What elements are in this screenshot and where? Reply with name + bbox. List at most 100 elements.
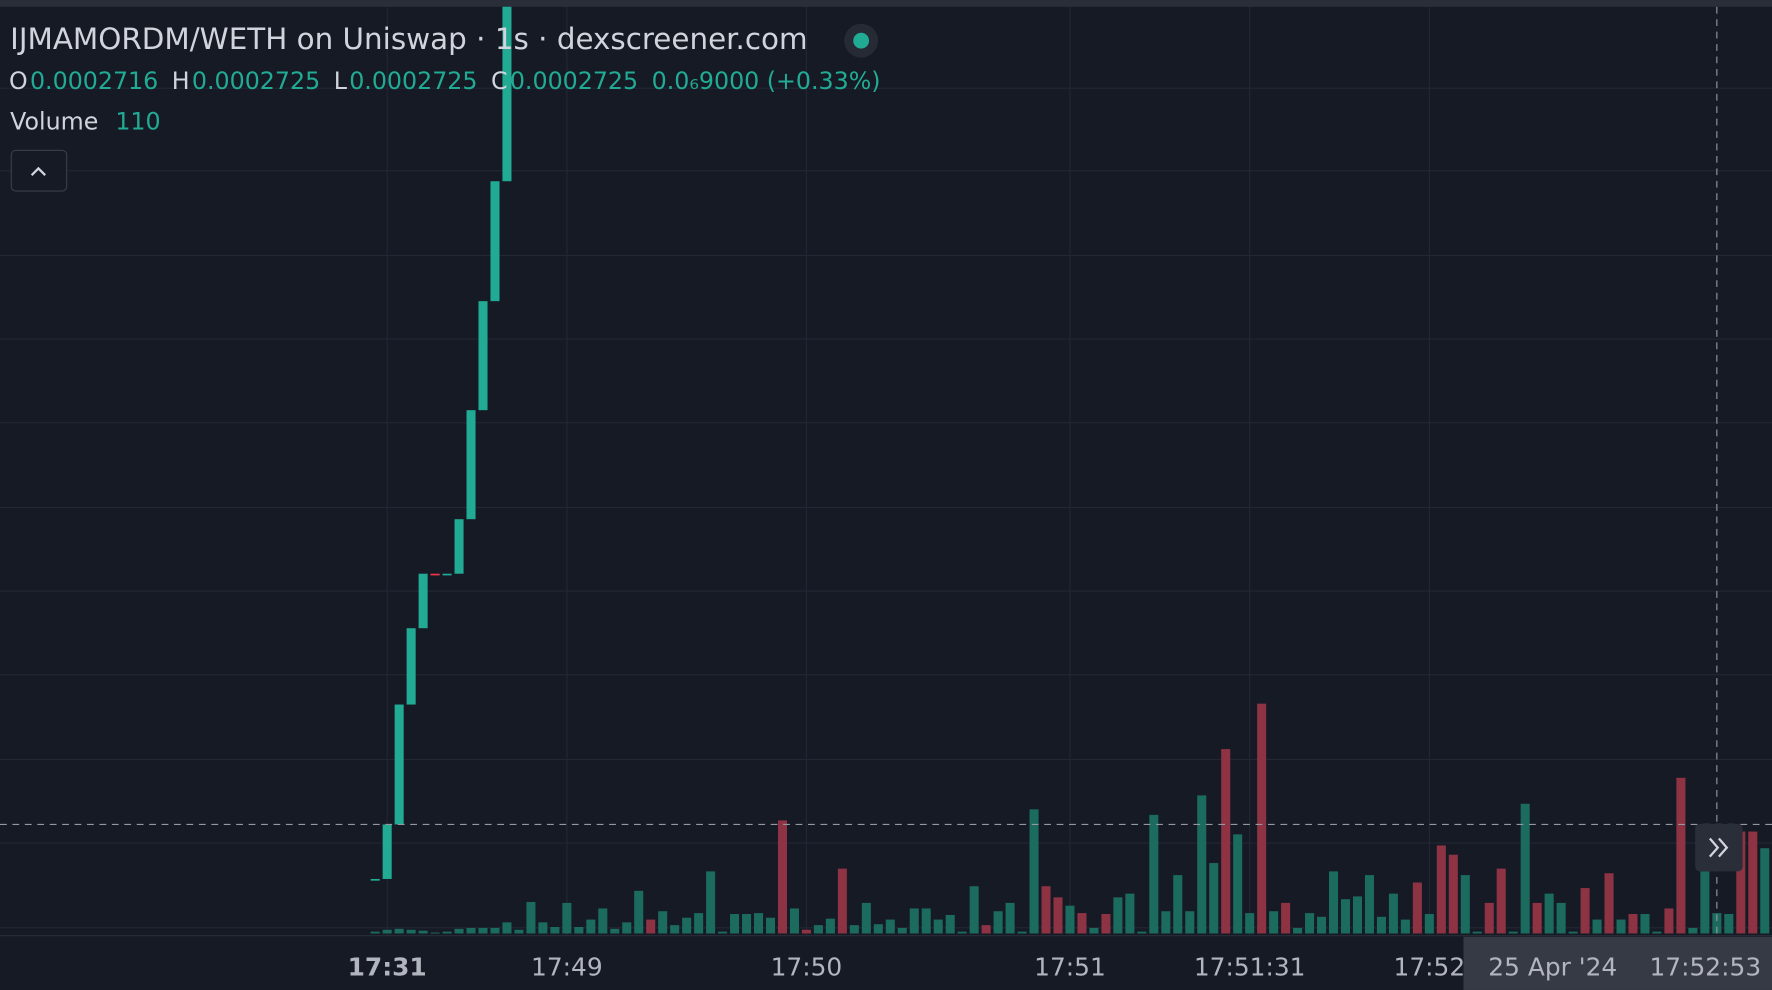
volume-bar	[1544, 893, 1554, 934]
candle-body	[466, 410, 476, 520]
volume-bar	[1029, 809, 1039, 934]
volume-bar	[370, 931, 380, 934]
volume-bar	[718, 931, 728, 934]
ohlc-value: 0.0002725	[510, 67, 638, 95]
ohlc-key: O	[9, 67, 28, 95]
title: IJMAMORDM/WETH on Uniswap · 1s · dexscre…	[10, 22, 807, 56]
volume-bar	[694, 913, 704, 934]
volume-bar	[897, 927, 907, 934]
volume-bar	[993, 911, 1003, 934]
volume-bar	[1340, 899, 1351, 934]
candle-body	[442, 573, 452, 576]
volume-bar	[1592, 919, 1602, 934]
volume-bar	[921, 908, 931, 934]
volume-bar	[1101, 914, 1111, 934]
volume-bar	[1688, 927, 1698, 934]
volume-bar	[1628, 914, 1638, 934]
candle-body	[382, 824, 392, 879]
volume-bar	[1472, 931, 1482, 934]
candle-body	[406, 628, 416, 705]
volume-bar	[1053, 897, 1063, 934]
volume-bar	[1233, 834, 1243, 934]
volume-bar	[1712, 913, 1722, 934]
volume-bar	[514, 929, 524, 934]
candle-body	[502, 6, 512, 182]
volume-bar	[1352, 896, 1362, 934]
x-tick-label: 17:52	[1394, 953, 1466, 982]
volume-bar	[742, 914, 752, 934]
candle-body	[478, 301, 488, 411]
volume-bar	[1676, 777, 1686, 934]
candle-body	[490, 181, 500, 302]
volume-bar	[1604, 873, 1614, 934]
volume-bar	[754, 913, 764, 934]
volume-bar	[622, 922, 632, 934]
volume-bar	[789, 908, 799, 934]
volume-bar	[598, 908, 608, 934]
volume-bar	[1724, 914, 1734, 934]
volume-bar	[1173, 875, 1183, 934]
volume-bar	[1736, 831, 1746, 934]
volume-bar	[382, 929, 392, 934]
volume-bar	[861, 902, 871, 934]
collapse-button[interactable]	[10, 149, 68, 192]
ohlc-value: 0.0002725	[349, 67, 477, 95]
volume-bar	[1161, 911, 1171, 934]
x-tick-label: 17:31	[348, 953, 427, 982]
volume-bar	[430, 932, 440, 934]
volume-bar	[1017, 931, 1027, 934]
candle-body	[454, 519, 464, 574]
volume-bar	[885, 919, 895, 934]
volume-bar	[1412, 882, 1422, 934]
volume-bar	[454, 928, 464, 934]
chevron-icon	[30, 166, 47, 176]
volume-value: 110	[115, 108, 160, 136]
volume-bar	[706, 871, 716, 934]
legend-header: IJMAMORDM/WETH on Uniswap · 1s · dexscre…	[9, 22, 881, 135]
volume-bar	[969, 886, 979, 934]
volume-bar	[837, 868, 847, 934]
volume-bar	[1664, 908, 1674, 934]
volume-bar	[1556, 902, 1566, 934]
volume-bar	[849, 925, 859, 934]
volume-bar	[406, 929, 416, 934]
crosshair-time: 17:52:53	[1649, 953, 1761, 982]
volume-bar	[1113, 897, 1123, 934]
ohlc-key: C	[491, 67, 508, 95]
volume-bar	[466, 927, 476, 934]
volume-bar	[730, 914, 740, 934]
ohlc-key: H	[172, 67, 190, 95]
volume-bar	[1269, 911, 1279, 934]
volume-bar	[1520, 803, 1530, 934]
volume-bar	[526, 901, 536, 934]
volume-bar	[1293, 927, 1303, 934]
volume-bar	[490, 927, 500, 934]
volume-bar	[1400, 919, 1410, 934]
volume-bar	[1317, 916, 1327, 934]
candle-body	[430, 573, 440, 576]
volume-bar	[1209, 863, 1219, 934]
plot	[0, 6, 1772, 936]
volume-bar	[1580, 888, 1590, 934]
volume-bar	[1436, 845, 1446, 934]
volume-bar	[1125, 893, 1135, 934]
volume-bar	[550, 926, 560, 934]
candle-body	[394, 704, 404, 825]
volume-bar	[574, 926, 584, 934]
scroll-icon	[1708, 837, 1729, 858]
volume-label: Volume	[10, 108, 98, 136]
volume-bar	[1137, 931, 1147, 934]
x-tick-label: 17:51:31	[1194, 953, 1306, 982]
volume-bar	[1197, 795, 1207, 934]
volume-bar	[1508, 931, 1518, 934]
volume-bar	[1305, 913, 1315, 934]
volume-bar	[658, 911, 668, 934]
volume-bar	[1424, 914, 1434, 934]
volume-bar	[1568, 931, 1578, 934]
crosshair-label-box	[1463, 936, 1772, 990]
volume-bar	[825, 918, 835, 934]
volume-bar	[933, 919, 943, 934]
volume-bar	[1281, 902, 1291, 934]
